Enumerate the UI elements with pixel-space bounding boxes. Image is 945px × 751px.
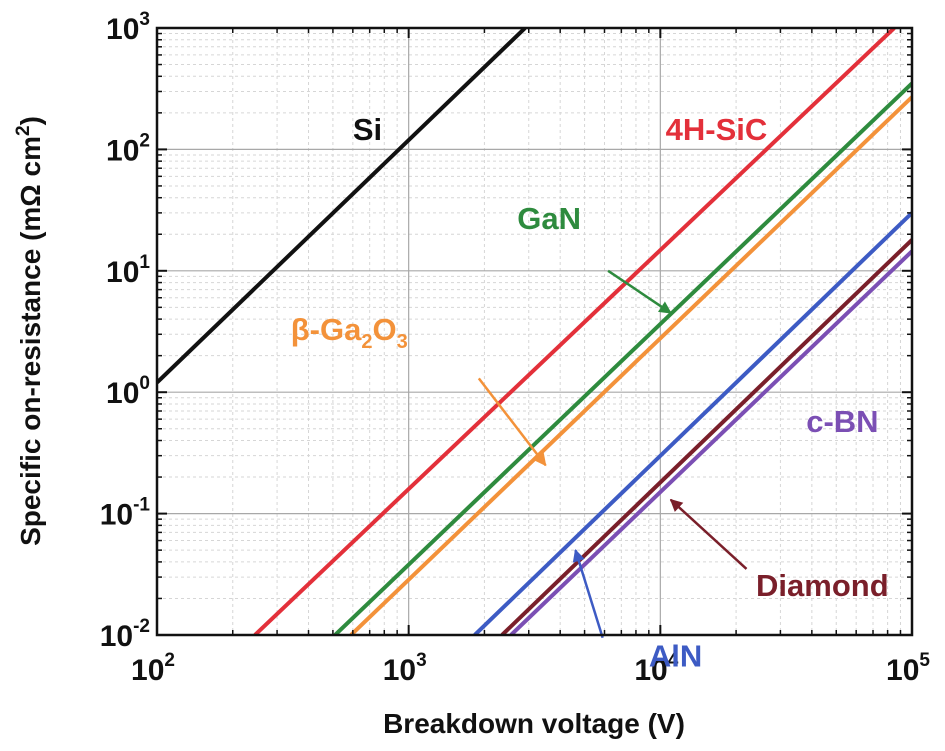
series-line-diamond — [500, 238, 912, 635]
y-tick-label: 102 — [106, 130, 150, 167]
series-line-si — [157, 28, 527, 385]
series-line-4h-sic — [253, 28, 896, 635]
x-tick-label: 102 — [131, 650, 175, 687]
annotation-arrow-gan — [607, 269, 672, 314]
x-axis-label: Breakdown voltage (V) — [383, 708, 685, 739]
series-labels: Si 4H-SiC GaN β-Ga2O3 AlN Diamond c-BN — [291, 112, 889, 674]
x-tick-label: 103 — [383, 650, 427, 687]
y-axis-label: Specific on-resistance (mΩ cm2) — [13, 116, 46, 546]
annotation-arrows — [477, 269, 748, 639]
annotation-arrow-aln — [572, 548, 604, 639]
series-label-c-bn: c-BN — [806, 404, 878, 439]
series-label-4h-sic: 4H-SiC — [666, 112, 768, 147]
y-tick-label: 10-2 — [100, 616, 150, 653]
series-label--ga2o3: β-Ga2O3 — [291, 312, 408, 353]
series-label-aln: AlN — [649, 639, 702, 674]
annotation-arrow-diamond — [669, 498, 748, 570]
series-line-gan — [333, 81, 912, 635]
series-label-gan: GaN — [517, 201, 581, 236]
x-tick-label: 105 — [886, 650, 930, 687]
y-tick-labels: 10-2 10-1 100 101 102 103 — [100, 9, 151, 653]
series-label-diamond: Diamond — [756, 568, 889, 603]
y-tick-label: 103 — [106, 9, 150, 46]
series-line-c-bn — [509, 249, 912, 635]
series-layer — [157, 28, 912, 635]
series-label-si: Si — [353, 112, 382, 147]
y-tick-label: 100 — [106, 373, 150, 410]
annotation-arrow--ga2o3 — [477, 377, 547, 467]
plot-frame — [155, 26, 914, 637]
y-tick-label: 10-1 — [100, 495, 151, 532]
x-tick-label: 104 — [634, 650, 678, 687]
axis-ticks — [156, 27, 913, 636]
x-tick-labels: 102 103 104 105 — [131, 650, 930, 687]
y-tick-label: 101 — [106, 252, 150, 289]
series-line-aln — [473, 211, 912, 635]
series-line--ga2o3 — [349, 95, 912, 635]
major-grid — [157, 28, 912, 635]
